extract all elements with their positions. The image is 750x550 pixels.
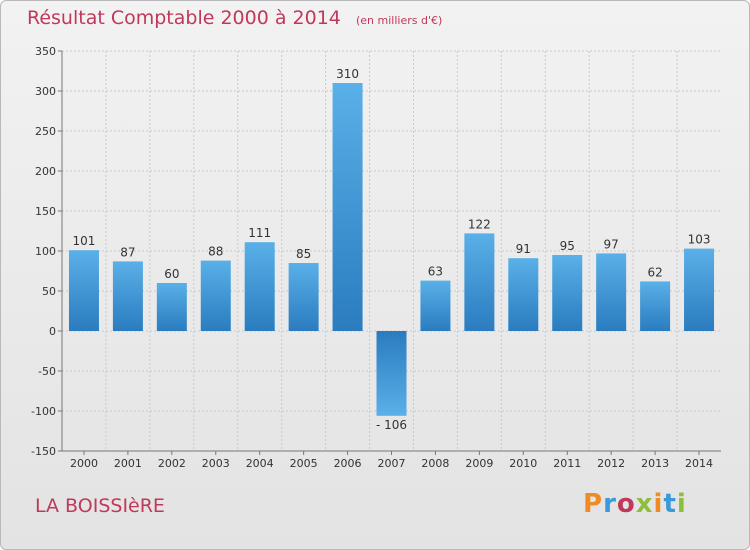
chart-title: Résultat Comptable 2000 à 2014 [27,7,341,29]
value-label-2008: 63 [428,265,443,279]
bar-2004 [244,242,275,331]
x-tick-label-2006: 2006 [334,457,362,470]
logo-letter: t [663,489,677,519]
bar-2012 [596,253,627,331]
x-tick-label-2004: 2004 [246,457,274,470]
bar-2008 [420,280,451,331]
logo-letter: x [635,489,654,519]
y-tick-label: 150 [35,205,56,218]
x-tick-label-2010: 2010 [509,457,537,470]
value-label-2011: 95 [560,239,575,253]
y-tick-label: 0 [49,325,56,338]
value-label-2002: 60 [164,267,179,281]
y-tick-label: 50 [42,285,56,298]
proxiti-logo: Proxiti [583,489,687,519]
value-label-2007: - 106 [376,418,407,432]
logo-letter: r [603,489,617,519]
y-tick-label: -50 [38,365,56,378]
x-tick-label-2001: 2001 [114,457,142,470]
value-label-2009: 122 [468,217,491,231]
commune-name: LA BOISSIèRE [35,495,165,517]
value-label-2005: 85 [296,247,311,261]
x-tick-label-2008: 2008 [421,457,449,470]
logo-letter: o [616,489,636,519]
bar-2014 [684,248,715,331]
value-label-2001: 87 [120,245,135,259]
value-label-2010: 91 [516,242,531,256]
value-label-2004: 111 [248,226,271,240]
y-tick-label: 300 [35,85,56,98]
bars [68,83,715,416]
bar-2005 [288,263,319,331]
bar-2001 [112,261,143,331]
value-label-2003: 88 [208,245,223,259]
value-label-2014: 103 [688,233,711,247]
value-label-2012: 97 [604,237,619,251]
bar-2000 [68,250,99,331]
x-tick-label-2000: 2000 [70,457,98,470]
labels: -150 -100 -50 0 50 100 150 200 250 300 350 101 2000 8… [31,45,713,470]
bar-2006 [332,83,363,331]
x-tick-label-2012: 2012 [597,457,625,470]
bar-2013 [640,281,671,331]
value-label-2000: 101 [73,234,96,248]
y-tick-label: -100 [31,405,56,418]
y-tick-label: 100 [35,245,56,258]
x-tick-label-2007: 2007 [378,457,406,470]
x-tick-label-2011: 2011 [553,457,581,470]
bar-2011 [552,255,583,331]
bar-2010 [508,258,539,331]
logo-letter: i [676,489,687,519]
logo-letter: i [653,489,664,519]
bar-2002 [156,283,187,331]
axes [58,50,721,455]
y-tick-label: 200 [35,165,56,178]
x-tick-label-2014: 2014 [685,457,713,470]
bar-2003 [200,260,231,331]
y-tick-label: 250 [35,125,56,138]
logo-letter: P [583,489,604,519]
grid-lines [62,50,721,452]
bar-2009 [464,233,495,331]
x-tick-label-2002: 2002 [158,457,186,470]
x-tick-label-2005: 2005 [290,457,318,470]
chart-unit: (en milliers d'€) [355,14,443,27]
y-tick-label: 350 [35,45,56,58]
x-tick-label-2003: 2003 [202,457,230,470]
x-tick-label-2009: 2009 [465,457,493,470]
x-tick-label-2013: 2013 [641,457,669,470]
y-tick-label: -150 [31,445,56,458]
chart-title-block: Résultat Comptable 2000 à 2014 (en milli… [27,7,442,29]
bar-2007 [376,331,407,416]
value-label-2013: 62 [647,265,662,279]
value-label-2006: 310 [336,67,359,81]
